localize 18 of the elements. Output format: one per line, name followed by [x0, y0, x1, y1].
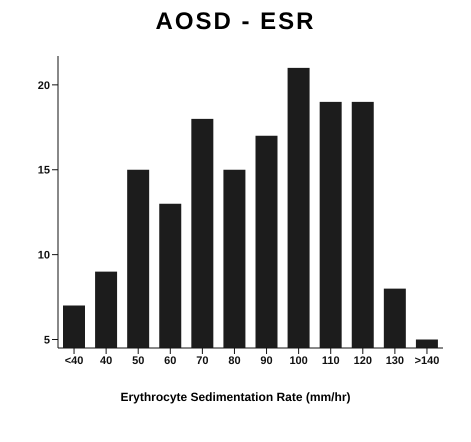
x-tick-label: >140: [414, 354, 440, 367]
x-tick-label: 90: [260, 354, 273, 367]
x-tick-label: 60: [164, 354, 176, 367]
x-tick-label: 40: [100, 354, 112, 367]
x-tick-label: 110: [322, 354, 340, 367]
y-tick-label: 10: [38, 250, 50, 262]
y-tick-label: 5: [44, 334, 50, 346]
x-tick-label: 100: [289, 354, 308, 367]
x-tick-label: 130: [386, 354, 404, 367]
x-tick-label: 120: [354, 354, 372, 367]
x-tick-label: <40: [64, 354, 84, 367]
y-tick-label: 15: [38, 164, 50, 177]
x-tick-label: 50: [132, 354, 144, 367]
x-axis-title: Erythrocyte Sedimentation Rate (mm/hr): [119, 390, 352, 404]
chart-title: AOSD - ESR: [154, 8, 316, 37]
y-tick-label: 20: [38, 80, 50, 92]
x-tick-label: 80: [228, 354, 241, 367]
x-tick-label: 70: [196, 354, 208, 367]
